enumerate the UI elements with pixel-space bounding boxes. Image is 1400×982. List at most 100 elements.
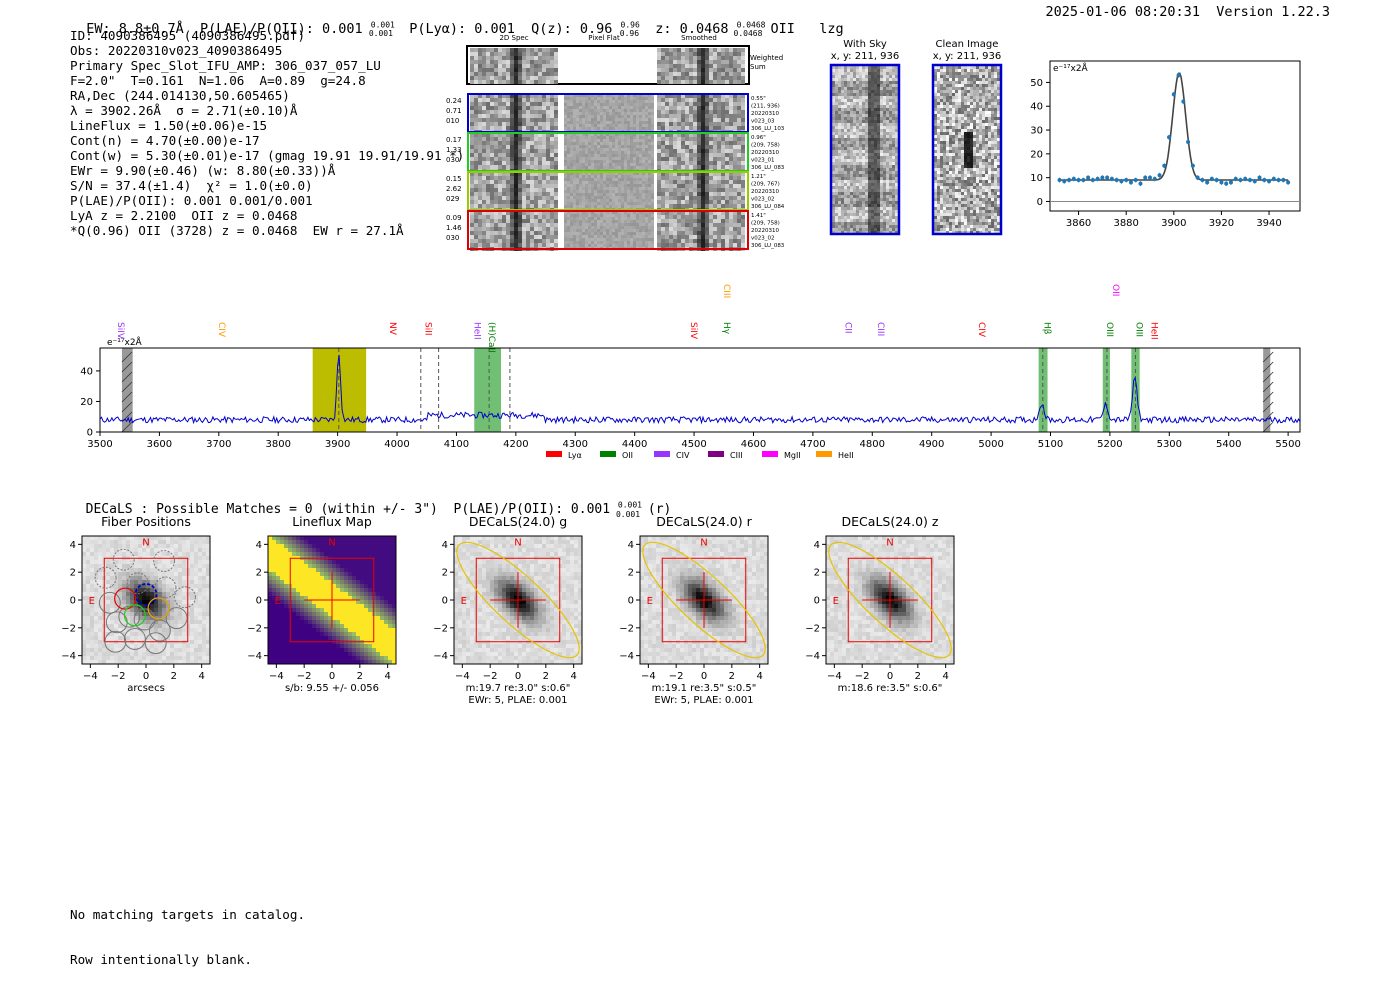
imaging-x-tick: 2 xyxy=(729,671,735,682)
fit-data-point xyxy=(1167,135,1171,139)
spectrum-line-label: CIV xyxy=(976,322,986,338)
imaging-y-tick: 0 xyxy=(628,596,634,607)
imaging-x-tick: −2 xyxy=(111,671,126,682)
legend-swatch xyxy=(708,451,724,457)
spectrum-line-label: HeII xyxy=(1148,322,1158,340)
legend-swatch xyxy=(546,451,562,457)
fit-y-tick: 30 xyxy=(1030,126,1043,137)
imaging-x-tick: −4 xyxy=(269,671,284,682)
fit-data-point xyxy=(1224,182,1228,186)
cutout-left-label: 030 xyxy=(446,156,459,164)
cutout-right-label: 20220310 xyxy=(751,189,779,195)
cutout-right-label: 306_LU_083 xyxy=(751,243,785,249)
band-line xyxy=(474,348,501,432)
imaging-x-tick: 2 xyxy=(357,671,363,682)
spectrum-x-tick: 4000 xyxy=(384,439,409,450)
spectrum-line-label: NV xyxy=(387,322,397,336)
spectrum-line-label: OIII xyxy=(1134,322,1144,337)
weighted-2d-spec xyxy=(470,48,558,84)
compass-north: N xyxy=(886,538,893,549)
fit-data-point xyxy=(1115,178,1119,182)
clean-image-title: Clean Image xyxy=(936,39,999,50)
fit-data-point xyxy=(1105,176,1109,180)
fit-data-point xyxy=(1277,178,1281,182)
spectrum-line-label: Hβ xyxy=(1042,322,1052,335)
cutout-right-label: (209, 758) xyxy=(751,221,780,227)
fit-data-point xyxy=(1138,182,1142,186)
imaging-x-tick: −4 xyxy=(455,671,470,682)
spectrum-x-tick: 4100 xyxy=(444,439,469,450)
imaging-x-tick: 4 xyxy=(384,671,390,682)
fit-data-point xyxy=(1181,99,1185,103)
info-line: F=2.0" T=0.161 N=1.06 A=0.89 g=24.8 xyxy=(70,73,464,88)
cutout-right-label: v023_02 xyxy=(751,197,775,203)
legend-label: Lyα xyxy=(568,451,582,460)
fit-data-point xyxy=(1210,177,1214,181)
imaging-panel-image xyxy=(82,536,210,664)
spectrum-x-tick: 4900 xyxy=(919,439,944,450)
spectrum-x-tick: 4300 xyxy=(563,439,588,450)
imaging-x-tick: −2 xyxy=(669,671,684,682)
imaging-y-tick: −2 xyxy=(433,623,448,634)
fit-data-point xyxy=(1200,178,1204,182)
legend-label: HeII xyxy=(838,451,854,460)
cutout-left-label: 2.62 xyxy=(446,185,462,193)
cutout-right-label: 1.21" xyxy=(751,174,766,180)
cutout-left-label: 0.15 xyxy=(446,175,462,183)
fit-data-point xyxy=(1077,178,1081,182)
spectrum-x-tick: 5500 xyxy=(1275,439,1300,450)
fit-data-point xyxy=(1081,178,1085,182)
cutout-right-label: v023_02 xyxy=(751,236,775,242)
fit-data-point xyxy=(1067,178,1071,182)
fit-data-point xyxy=(1100,176,1104,180)
fit-data-point xyxy=(1238,178,1242,182)
imaging-panel-title: Fiber Positions xyxy=(101,514,191,529)
fit-data-point xyxy=(1258,176,1262,180)
legend-label: MgII xyxy=(784,451,801,460)
fit-x-tick: 3860 xyxy=(1066,218,1091,229)
imaging-caption-2: EWr: 5, PLAE: 0.001 xyxy=(654,695,753,706)
imaging-y-tick: 0 xyxy=(442,596,448,607)
cutout-left-label: 0.17 xyxy=(446,136,462,144)
spectrum-x-tick: 3500 xyxy=(87,439,112,450)
cutout-left-label: 030 xyxy=(446,234,459,242)
cutout-left-label: 0.24 xyxy=(446,97,462,105)
spectrum-x-tick: 4700 xyxy=(800,439,825,450)
spectrum-y-tick: 40 xyxy=(80,366,93,377)
fit-data-point xyxy=(1196,176,1200,180)
legend-swatch xyxy=(600,451,616,457)
fit-data-point xyxy=(1262,178,1266,182)
cutout-left-label: 0.09 xyxy=(446,214,462,222)
cutout-right-label: (209, 767) xyxy=(751,182,780,188)
imaging-y-tick: 2 xyxy=(814,568,820,579)
cutout-smoothed xyxy=(657,133,745,173)
cutout-smoothed xyxy=(657,94,745,134)
info-line: RA,Dec (244.014130,50.605465) xyxy=(70,88,464,103)
imaging-y-tick: 2 xyxy=(628,568,634,579)
compass-east: E xyxy=(647,596,653,607)
fit-unit-label: e⁻¹⁷x2Å xyxy=(1053,62,1089,74)
imaging-x-tick: 2 xyxy=(543,671,549,682)
info-line: Primary Spec_Slot_IFU_AMP: 306_037_057_L… xyxy=(70,58,464,73)
fit-data-point xyxy=(1172,92,1176,96)
cutout-smoothed xyxy=(657,172,745,212)
info-line: Obs: 20220310v023_4090386495 xyxy=(70,43,464,58)
cutout-left-label: 1.46 xyxy=(446,224,462,232)
imaging-y-tick: −4 xyxy=(619,651,634,662)
info-line: Cont(n) = 4.70(±0.00)e-17 xyxy=(70,133,464,148)
spectrum-line-label: OII xyxy=(1110,284,1120,296)
imaging-caption: m:18.6 re:3.5" s:0.6" xyxy=(838,683,943,694)
spectrum-line-label: SiIV xyxy=(115,322,125,340)
imaging-x-tick: 0 xyxy=(329,671,335,682)
info-line: ID: 4090386495 (4090386495.pdf) xyxy=(70,28,464,43)
spectrum-x-tick: 5000 xyxy=(978,439,1003,450)
fit-x-tick: 3880 xyxy=(1113,218,1138,229)
fit-x-tick: 3900 xyxy=(1161,218,1186,229)
imaging-y-tick: 4 xyxy=(70,540,76,551)
spectrum-line-label: CII xyxy=(843,322,853,334)
spectrum-y-tick: 20 xyxy=(80,397,93,408)
spectrum-x-tick: 5300 xyxy=(1157,439,1182,450)
info-line: EWr = 9.90(±0.46) (w: 8.80(±0.33))Å xyxy=(70,163,464,178)
legend-swatch xyxy=(654,451,670,457)
